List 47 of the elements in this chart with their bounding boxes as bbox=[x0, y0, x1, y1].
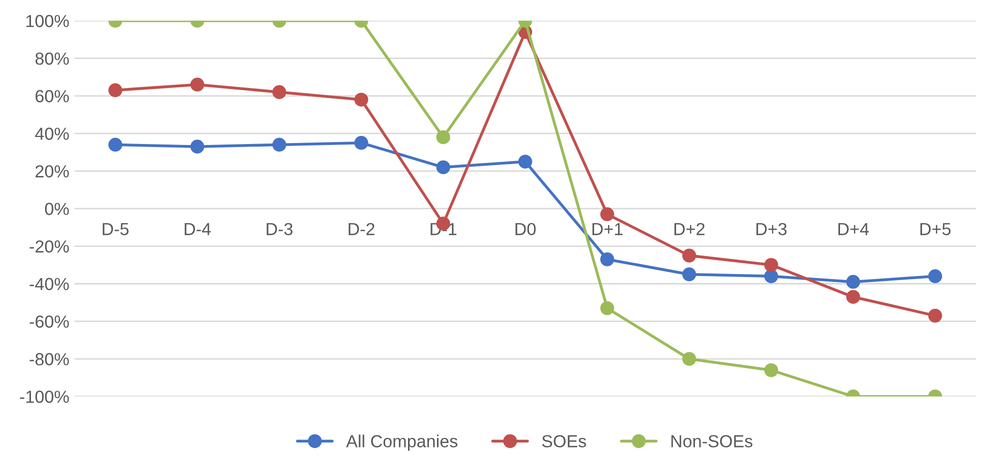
point bbox=[600, 207, 614, 222]
point bbox=[190, 78, 204, 92]
point bbox=[928, 269, 942, 284]
point bbox=[518, 154, 532, 169]
x-tick-label: D0 bbox=[516, 222, 536, 236]
y-tick-label: -60% bbox=[30, 315, 69, 328]
point bbox=[108, 83, 122, 98]
x-tick-label: D+3 bbox=[756, 222, 787, 236]
point bbox=[682, 267, 696, 282]
point bbox=[928, 308, 942, 323]
legend-label: Non-SOEs bbox=[671, 435, 752, 448]
x-tick-label: D-3 bbox=[266, 222, 293, 236]
point bbox=[764, 363, 778, 378]
point bbox=[682, 352, 696, 366]
legend-label: SOEs bbox=[542, 435, 586, 448]
x-tick-label: D+5 bbox=[920, 223, 951, 236]
y-tick-label: -20% bbox=[30, 240, 69, 253]
x-tick-label: D+2 bbox=[674, 222, 704, 236]
point bbox=[354, 136, 368, 150]
y-tick-label: -40% bbox=[30, 278, 69, 290]
y-tick-label: 80% bbox=[35, 52, 69, 65]
point bbox=[682, 248, 696, 263]
y-tick-label: 60% bbox=[36, 90, 69, 102]
y-tick-label: 40% bbox=[35, 128, 69, 140]
x-tick-label: D-4 bbox=[184, 223, 211, 236]
y-tick-label: 100% bbox=[26, 14, 69, 28]
point bbox=[600, 252, 614, 266]
point bbox=[272, 138, 286, 152]
point bbox=[272, 85, 286, 100]
x-tick-label: D-5 bbox=[102, 223, 129, 236]
legend-label: All Companies bbox=[346, 434, 458, 451]
point bbox=[108, 138, 122, 152]
point bbox=[190, 140, 204, 154]
point bbox=[846, 290, 860, 304]
point bbox=[436, 130, 450, 144]
point bbox=[354, 92, 368, 107]
y-tick-label: 20% bbox=[36, 165, 69, 178]
y-tick-label: 0% bbox=[45, 202, 69, 216]
x-tick-label: D-2 bbox=[348, 222, 374, 236]
y-tick-label: -80% bbox=[30, 353, 69, 366]
x-tick-label: D+4 bbox=[838, 223, 869, 236]
point bbox=[846, 274, 860, 289]
y-tick-label: -100% bbox=[20, 390, 69, 403]
x-tick-label: D+1 bbox=[592, 223, 623, 236]
point bbox=[764, 258, 778, 272]
point bbox=[600, 301, 614, 316]
point bbox=[436, 160, 450, 174]
